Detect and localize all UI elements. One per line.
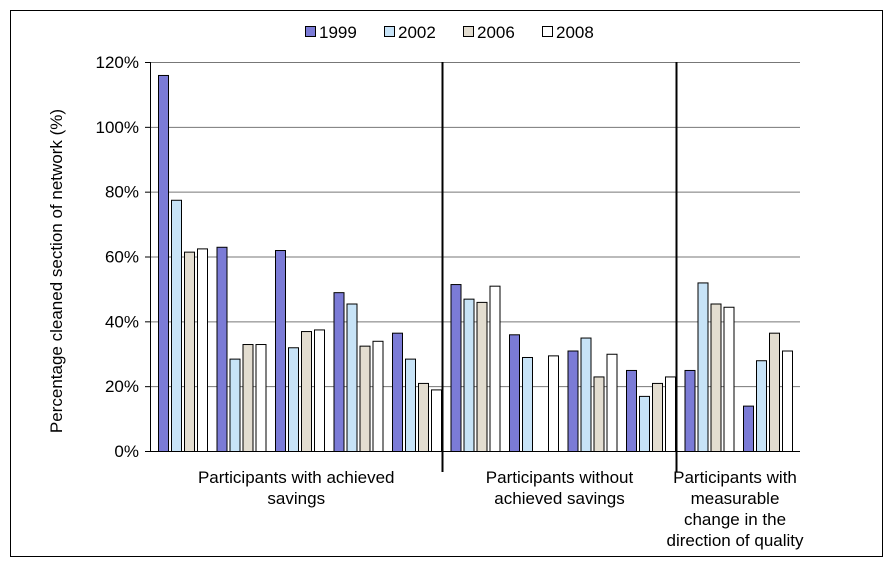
bar-2006 — [710, 303, 722, 453]
group-label: Participants without — [486, 468, 634, 487]
bar-2008 — [314, 329, 325, 452]
bar-2008 — [782, 350, 793, 452]
bar-2006 — [301, 331, 312, 452]
legend-swatch-2006 — [463, 26, 474, 37]
y-tick-label: 0% — [114, 442, 139, 461]
bar-1999 — [392, 332, 403, 452]
group-label: Participants with — [673, 468, 797, 487]
bar-2002 — [171, 199, 182, 452]
legend-swatch-1999 — [305, 26, 316, 37]
bar-2008 — [548, 355, 559, 452]
bar-2008 — [255, 344, 267, 452]
bar-1999 — [216, 246, 228, 452]
y-tick-label: 20% — [105, 377, 139, 396]
bar-2002 — [405, 358, 416, 452]
bar-2006 — [593, 376, 605, 453]
y-tick-label: 120% — [96, 53, 139, 72]
group-label: measurable — [691, 489, 780, 508]
bar-2002 — [639, 395, 650, 452]
bar-2008 — [372, 340, 384, 452]
bar-1999 — [567, 350, 579, 452]
y-axis-label: Percentage cleaned section of network (%… — [47, 109, 66, 433]
bar-2002 — [522, 356, 533, 452]
bar-2002 — [229, 358, 241, 452]
group-label: achieved savings — [494, 489, 624, 508]
bar-2008 — [197, 248, 208, 452]
y-tick-label: 40% — [105, 312, 139, 331]
axes — [150, 62, 800, 472]
legend-label-2006: 2006 — [477, 23, 515, 42]
bar-2006 — [769, 332, 780, 452]
bar-2002 — [346, 303, 358, 453]
legend-swatch-2002 — [384, 26, 395, 37]
bar-2008 — [606, 353, 618, 452]
bar-2002 — [756, 360, 767, 453]
bar-2006 — [359, 345, 371, 453]
group-label: change in the — [684, 510, 786, 529]
bar-2006 — [184, 251, 195, 452]
bar-1999 — [333, 292, 345, 452]
bar-1999 — [275, 250, 286, 452]
y-tick-label: 100% — [96, 118, 139, 137]
bar-2008 — [431, 389, 442, 452]
legend-swatch-2008 — [542, 26, 553, 37]
chart-border — [10, 10, 883, 557]
y-tick-label: 80% — [105, 183, 139, 202]
bar-1999 — [684, 369, 696, 453]
bar-2002 — [288, 347, 299, 452]
bar-2006 — [652, 382, 663, 452]
bar-2008 — [723, 306, 735, 452]
bar-1999 — [509, 334, 520, 452]
bar-2002 — [463, 298, 475, 452]
legend-label-2008: 2008 — [556, 23, 594, 42]
bar-2002 — [697, 282, 709, 452]
group-labels: Participants with achieved savings Partici… — [198, 468, 804, 550]
bar-1999 — [450, 284, 462, 452]
legend-label-2002: 2002 — [398, 23, 436, 42]
bar-2006 — [418, 382, 429, 452]
y-tick-label: 60% — [105, 248, 139, 267]
bar-1999 — [743, 405, 754, 453]
bar-1999 — [158, 74, 169, 452]
legend-label-1999: 1999 — [319, 23, 357, 42]
y-tick-labels: 0% 20% 40% 60% 80% 100% 120% — [96, 53, 139, 461]
bar-2006 — [476, 301, 488, 452]
legend: 1999 2002 2006 2008 — [305, 23, 594, 42]
group-label: Participants with achieved — [198, 468, 395, 487]
bar-2006 — [242, 344, 254, 452]
bars — [158, 74, 793, 453]
bar-2008 — [665, 376, 676, 453]
group-label: savings — [267, 489, 325, 508]
bar-2002 — [580, 337, 592, 452]
bar-1999 — [626, 369, 637, 453]
group-label: direction of quality — [666, 531, 804, 550]
bar-2008 — [489, 285, 501, 452]
